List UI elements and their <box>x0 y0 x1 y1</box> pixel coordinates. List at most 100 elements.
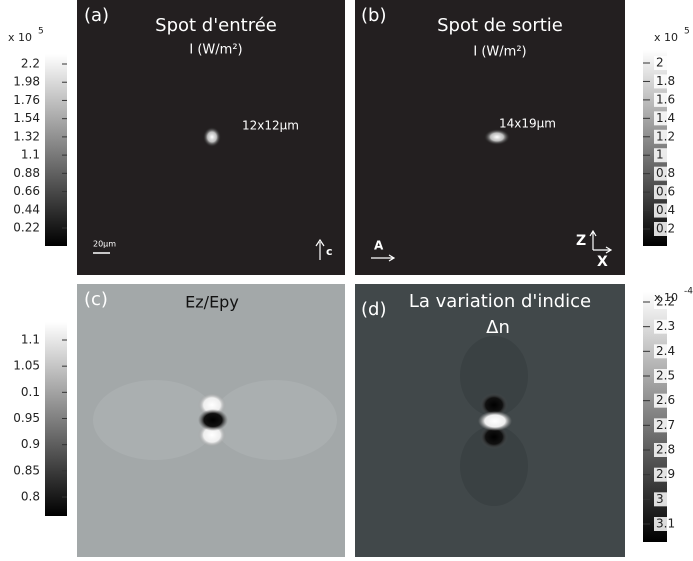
colorbar-exponent-base: x 10 <box>8 31 32 44</box>
tick-label-bg <box>654 222 688 236</box>
panel-a: (a) Spot d'entrée I (W/m²) 12x12µm 20µm … <box>77 0 345 275</box>
lobe <box>480 425 508 449</box>
tick-label-bg <box>654 185 688 200</box>
colorbar-tick-label: 1.6 <box>656 92 675 106</box>
colorbar-tick-label: 2 <box>656 56 664 70</box>
colorbar-tick-label: 0.9 <box>21 437 40 451</box>
panel-c: (c) Ez/Epy <box>77 284 345 557</box>
tick-label-bg <box>654 148 688 163</box>
colorbar-tick-label: 2.5 <box>656 369 675 383</box>
panel-subtitle: I (W/m²) <box>473 45 526 60</box>
tick-label-bg <box>654 111 688 126</box>
lobe <box>93 380 217 460</box>
panel-b: (b) Spot de sortie I (W/m²) 14x19µm A Z … <box>355 0 625 275</box>
colorbar-exponent: 5 <box>684 27 690 37</box>
colorbar-exponent: 5 <box>38 27 44 37</box>
tick-label-bg <box>654 166 688 181</box>
colorbar-tick-label: 1.98 <box>13 75 40 89</box>
panel-title: Ez/Epy <box>185 293 239 312</box>
colorbar-tick-label: 1.8 <box>656 74 675 88</box>
panel-label: (a) <box>84 5 109 26</box>
center <box>198 409 228 431</box>
axes-arrows <box>589 229 613 254</box>
colorbar <box>45 322 67 516</box>
colorbar-tick-label: 2.2 <box>21 57 40 71</box>
axis-mark: c <box>326 245 333 258</box>
colorbar-tick-label: 0.2 <box>656 222 675 236</box>
tick-label-bg <box>654 369 688 383</box>
colorbar-tick-label: 0.1 <box>21 385 40 399</box>
scale-bar-label: 20µm <box>93 240 116 249</box>
colorbar-tick-label: 1.32 <box>13 129 40 143</box>
panel-label: (b) <box>361 5 386 26</box>
tick-label-bg <box>654 319 688 334</box>
colorbar-tick-label: 0.8 <box>21 490 40 504</box>
tick-label-bg <box>654 467 688 482</box>
arrow <box>371 254 396 262</box>
panel-label: (c) <box>84 289 108 310</box>
panel-title: Spot d'entrée <box>155 15 277 36</box>
spot <box>484 129 510 145</box>
panel-label: (d) <box>361 299 386 320</box>
panel-d: (d) La variation d'indice Δn <box>355 284 625 557</box>
tick-label-bg <box>654 517 688 531</box>
tick-label-bg <box>654 295 688 309</box>
lobe <box>480 393 508 417</box>
colorbar-tick-label: 0.66 <box>13 184 40 198</box>
colorbar-tick-label: 0.95 <box>13 411 40 425</box>
tick-label-bg <box>654 492 688 507</box>
colorbar-tick-label: 0.88 <box>13 166 40 180</box>
tick-label-bg <box>654 92 688 107</box>
axis-label: X <box>597 254 608 270</box>
colorbar-tick-label: 2.8 <box>656 443 675 457</box>
axis-label: Z <box>576 233 586 249</box>
colorbar-tick-label: 2.6 <box>656 393 675 407</box>
tick-label-bg <box>654 56 688 70</box>
colorbar-tick-label: 0.85 <box>13 463 40 477</box>
colorbar-tick-label: 1.4 <box>656 111 675 125</box>
colorbar-exponent: -4 <box>684 287 693 297</box>
colorbar-tick-label: 0.4 <box>656 203 675 217</box>
colorbar-tick-label: 2.4 <box>656 344 675 358</box>
colorbar-exponent-base: x 10 <box>654 31 678 44</box>
panel-title: Spot de sortie <box>437 15 563 36</box>
tick-label-bg <box>654 344 688 359</box>
panel-subtitle: Δn <box>486 317 510 338</box>
colorbar-tick-label: 0.6 <box>656 185 675 199</box>
colorbar-tick-label: 2.7 <box>656 418 675 432</box>
colorbar-tick-label: 3.1 <box>656 517 675 531</box>
lobe <box>460 336 528 416</box>
colorbar-tick-label: 1.2 <box>656 129 675 143</box>
colorbar-tick-label: 1.1 <box>21 148 40 162</box>
panel-subtitle: I (W/m²) <box>189 43 242 58</box>
colorbar-tick-label: 1.76 <box>13 93 40 107</box>
annotation: 12x12µm <box>242 119 299 133</box>
center <box>478 411 512 431</box>
colorbar-tick-label: 0.22 <box>13 221 40 235</box>
colorbar-tick-label: 2.3 <box>656 319 675 333</box>
tick-label-bg <box>654 129 688 144</box>
colorbar-tick-label: 1.05 <box>13 359 40 373</box>
colorbar <box>45 54 67 246</box>
colorbar-tick-label: 2.2 <box>656 295 675 309</box>
spot <box>203 127 221 147</box>
arrowhead <box>315 238 325 247</box>
lobe <box>460 426 528 506</box>
colorbar-tick-label: 1 <box>656 148 664 162</box>
colorbar-tick-label: 1.54 <box>13 111 40 125</box>
lobe <box>213 380 337 460</box>
colorbar-exponent-base: x 10 <box>654 291 678 304</box>
colorbar-tick-label: 1.1 <box>21 333 40 347</box>
axis-label: A <box>374 239 384 253</box>
tick-label-bg <box>654 74 688 89</box>
tick-label-bg <box>654 443 688 457</box>
tick-label-bg <box>654 393 688 408</box>
tick-label-bg <box>654 203 688 218</box>
colorbar-tick-label: 0.44 <box>13 202 40 216</box>
colorbar-tick-label: 2.9 <box>656 467 675 481</box>
colorbar-tick-label: 3 <box>656 492 664 506</box>
panel-title: La variation d'indice <box>409 291 591 312</box>
annotation: 14x19µm <box>499 117 556 131</box>
colorbar-tick-label: 0.8 <box>656 166 675 180</box>
